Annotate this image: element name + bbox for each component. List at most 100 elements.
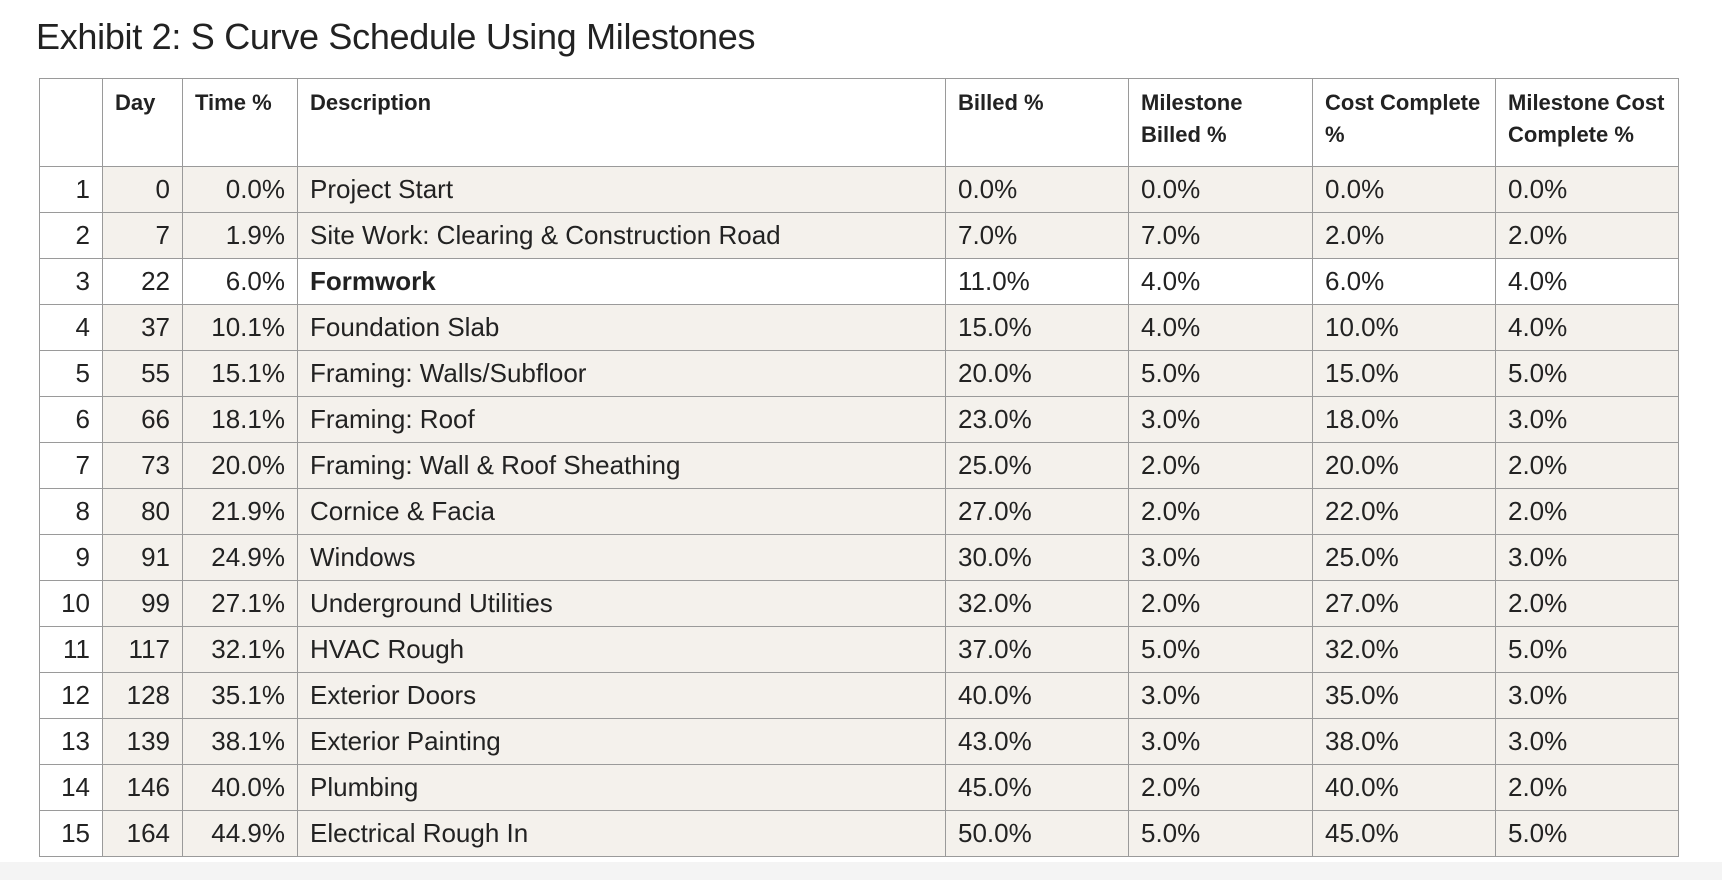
billed-percent-cell: 25.0% [945, 442, 1129, 489]
milestone-cost-complete-percent-cell: 4.0% [1495, 258, 1679, 305]
time-percent-cell: 18.1% [182, 396, 298, 443]
day-cell: 139 [102, 718, 183, 765]
time-percent-cell: 6.0% [182, 258, 298, 305]
milestone-cost-complete-percent-cell: 0.0% [1495, 166, 1679, 213]
page-title: Exhibit 2: S Curve Schedule Using Milest… [36, 16, 756, 57]
milestone-cost-complete-percent-cell: 3.0% [1495, 396, 1679, 443]
description-cell: Windows [297, 534, 946, 581]
description-cell: Exterior Doors [297, 672, 946, 719]
description-cell: Framing: Walls/Subfloor [297, 350, 946, 397]
description-cell: Underground Utilities [297, 580, 946, 627]
cost-complete-percent-cell: 22.0% [1312, 488, 1496, 535]
time-percent-cell: 27.1% [182, 580, 298, 627]
header-time-percent: Time % [182, 78, 298, 167]
table-row: 13 139 38.1% Exterior Painting 43.0% 3.0% 38.0… [39, 718, 1679, 765]
time-percent-cell: 0.0% [182, 166, 298, 213]
billed-percent-cell: 0.0% [945, 166, 1129, 213]
milestone-cost-complete-percent-cell: 5.0% [1495, 810, 1679, 857]
billed-percent-cell: 37.0% [945, 626, 1129, 673]
day-cell: 55 [102, 350, 183, 397]
time-percent-cell: 32.1% [182, 626, 298, 673]
day-cell: 146 [102, 764, 183, 811]
day-cell: 117 [102, 626, 183, 673]
header-row-number [39, 78, 103, 167]
milestone-cost-complete-percent-cell: 2.0% [1495, 580, 1679, 627]
milestone-billed-percent-cell: 5.0% [1128, 626, 1313, 673]
header-description: Description [297, 78, 946, 167]
day-cell: 128 [102, 672, 183, 719]
description-cell: Formwork [297, 258, 946, 305]
cost-complete-percent-cell: 45.0% [1312, 810, 1496, 857]
billed-percent-cell: 32.0% [945, 580, 1129, 627]
page-bottom-strip [0, 862, 1722, 880]
billed-percent-cell: 50.0% [945, 810, 1129, 857]
table-body: 1 0 0.0% Project Start 0.0% 0.0% 0.0% 0.0% 2 7 1.9… [39, 166, 1679, 857]
description-cell: Plumbing [297, 764, 946, 811]
milestone-billed-percent-cell: 0.0% [1128, 166, 1313, 213]
header-milestone-billed-percent: Milestone Billed % [1128, 78, 1313, 167]
billed-percent-cell: 40.0% [945, 672, 1129, 719]
table-row: 9 91 24.9% Windows 30.0% 3.0% 25.0% 3.0% [39, 534, 1679, 581]
table-row: 5 55 15.1% Framing: Walls/Subfloor 20.0% 5.0%… [39, 350, 1679, 397]
milestone-cost-complete-percent-cell: 2.0% [1495, 442, 1679, 489]
table-row: 6 66 18.1% Framing: Roof 23.0% 3.0% 18.0% 3.0% [39, 396, 1679, 443]
description-cell: HVAC Rough [297, 626, 946, 673]
day-cell: 80 [102, 488, 183, 535]
milestone-billed-percent-cell: 3.0% [1128, 718, 1313, 765]
cost-complete-percent-cell: 25.0% [1312, 534, 1496, 581]
cost-complete-percent-cell: 32.0% [1312, 626, 1496, 673]
row-number-cell: 12 [39, 672, 103, 719]
billed-percent-cell: 30.0% [945, 534, 1129, 581]
cost-complete-percent-cell: 10.0% [1312, 304, 1496, 351]
header-milestone-cost-complete-percent: Milestone Cost Complete % [1495, 78, 1679, 167]
cost-complete-percent-cell: 40.0% [1312, 764, 1496, 811]
time-percent-cell: 40.0% [182, 764, 298, 811]
billed-percent-cell: 20.0% [945, 350, 1129, 397]
description-cell: Site Work: Clearing & Construction Road [297, 212, 946, 259]
milestone-cost-complete-percent-cell: 2.0% [1495, 488, 1679, 535]
description-cell: Cornice & Facia [297, 488, 946, 535]
header-row: Day Time % Description Billed % Mileston… [39, 78, 1679, 167]
table-row: 10 99 27.1% Underground Utilities 32.0% 2.0% 2… [39, 580, 1679, 627]
billed-percent-cell: 11.0% [945, 258, 1129, 305]
billed-percent-cell: 23.0% [945, 396, 1129, 443]
milestone-billed-percent-cell: 3.0% [1128, 672, 1313, 719]
day-cell: 91 [102, 534, 183, 581]
milestone-cost-complete-percent-cell: 3.0% [1495, 534, 1679, 581]
time-percent-cell: 24.9% [182, 534, 298, 581]
milestone-billed-percent-cell: 2.0% [1128, 488, 1313, 535]
row-number-cell: 6 [39, 396, 103, 443]
table-row: 15 164 44.9% Electrical Rough In 50.0% 5.0% 45… [39, 810, 1679, 857]
milestone-billed-percent-cell: 4.0% [1128, 304, 1313, 351]
day-cell: 22 [102, 258, 183, 305]
time-percent-cell: 21.9% [182, 488, 298, 535]
cost-complete-percent-cell: 18.0% [1312, 396, 1496, 443]
billed-percent-cell: 27.0% [945, 488, 1129, 535]
row-number-cell: 14 [39, 764, 103, 811]
description-cell: Foundation Slab [297, 304, 946, 351]
milestone-cost-complete-percent-cell: 2.0% [1495, 764, 1679, 811]
milestone-billed-percent-cell: 4.0% [1128, 258, 1313, 305]
milestone-billed-percent-cell: 2.0% [1128, 580, 1313, 627]
row-number-cell: 2 [39, 212, 103, 259]
milestone-billed-percent-cell: 7.0% [1128, 212, 1313, 259]
day-cell: 73 [102, 442, 183, 489]
description-cell: Framing: Wall & Roof Sheathing [297, 442, 946, 489]
time-percent-cell: 38.1% [182, 718, 298, 765]
day-cell: 66 [102, 396, 183, 443]
time-percent-cell: 35.1% [182, 672, 298, 719]
header-day: Day [102, 78, 183, 167]
day-cell: 37 [102, 304, 183, 351]
milestone-billed-percent-cell: 3.0% [1128, 534, 1313, 581]
cost-complete-percent-cell: 0.0% [1312, 166, 1496, 213]
time-percent-cell: 15.1% [182, 350, 298, 397]
milestone-cost-complete-percent-cell: 2.0% [1495, 212, 1679, 259]
row-number-cell: 13 [39, 718, 103, 765]
row-number-cell: 11 [39, 626, 103, 673]
row-number-cell: 15 [39, 810, 103, 857]
row-number-cell: 4 [39, 304, 103, 351]
milestone-cost-complete-percent-cell: 4.0% [1495, 304, 1679, 351]
description-cell: Project Start [297, 166, 946, 213]
table-row: 3 22 6.0% Formwork 11.0% 4.0% 6.0% 4.0% [39, 258, 1679, 305]
row-number-cell: 1 [39, 166, 103, 213]
